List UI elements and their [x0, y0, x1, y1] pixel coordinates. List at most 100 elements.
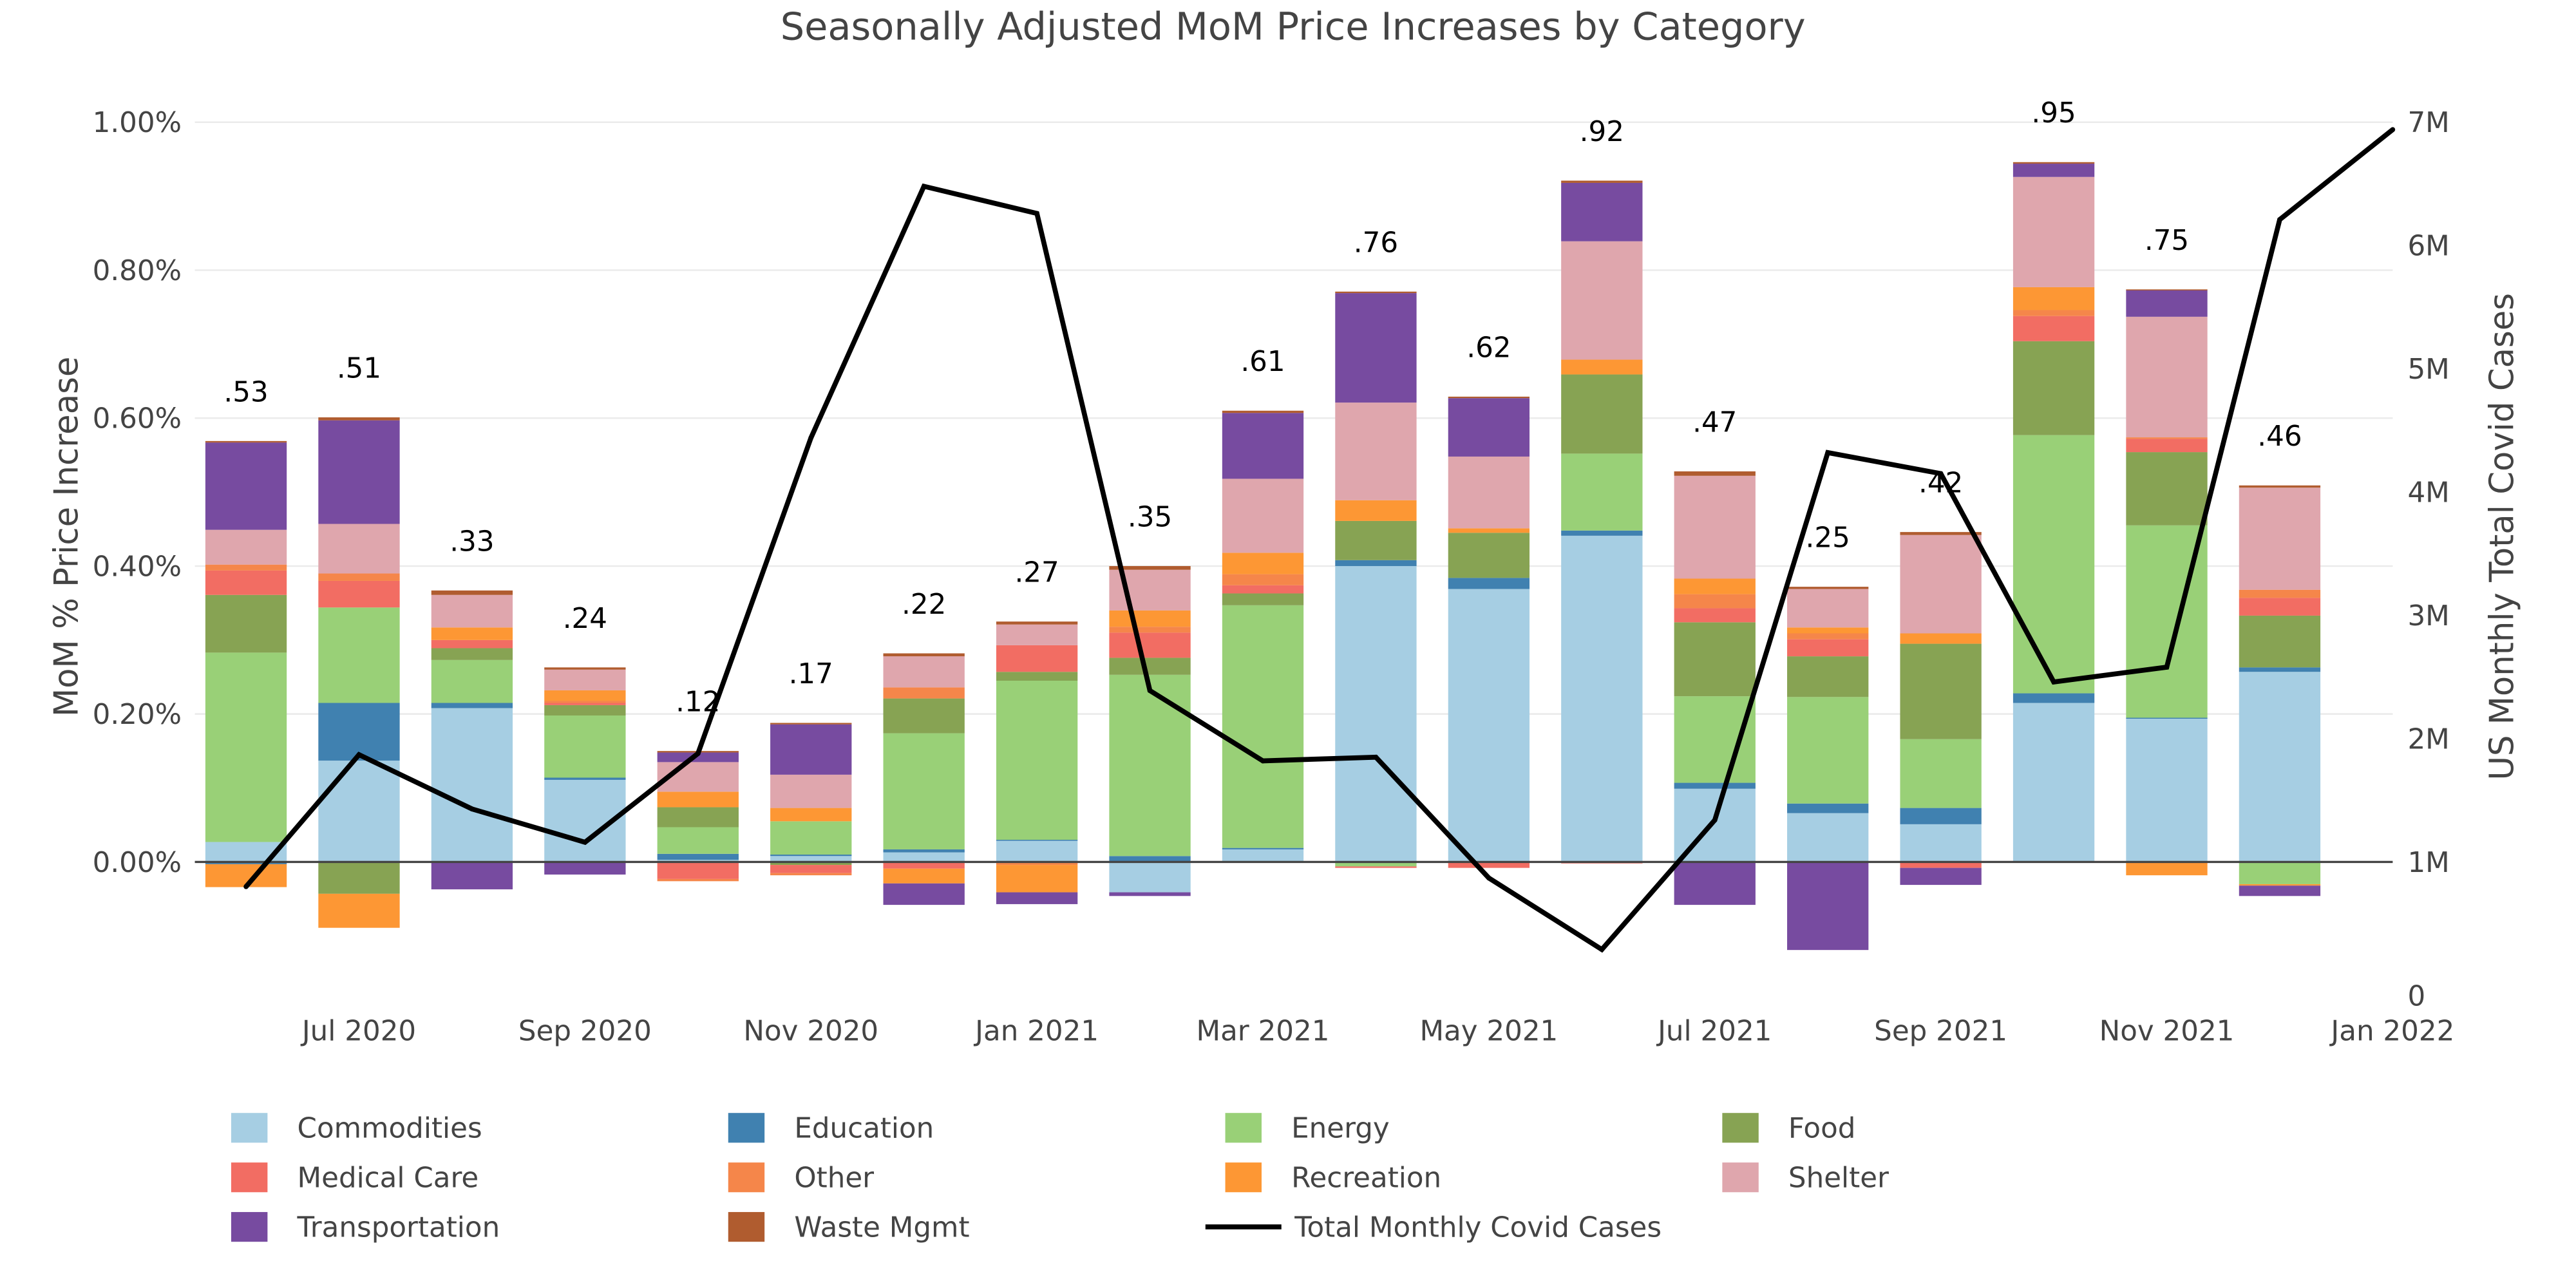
legend-item-education[interactable]: Education	[728, 1113, 934, 1145]
legend-label: Energy	[1291, 1113, 1390, 1145]
bar-total-label: .62	[1466, 332, 1511, 364]
bar-segment-energy	[883, 733, 965, 849]
bar-segment-waste-mgmt	[544, 667, 626, 670]
bar-segment-waste-mgmt	[2239, 485, 2321, 488]
bar-segment-recreation	[431, 627, 513, 640]
bar-segment-recreation	[2012, 287, 2095, 310]
bar-segment-medical-care	[1335, 866, 1417, 868]
legend-label: Shelter	[1788, 1162, 1889, 1195]
bar-segment-food	[1561, 374, 1643, 454]
bar-segment-energy	[2239, 862, 2321, 884]
bar-segment-education	[2012, 693, 2095, 703]
y-tick-label: 0.60%	[93, 403, 182, 435]
bar-segment-other	[657, 878, 739, 882]
bar-segment-waste-mgmt	[1448, 396, 1530, 399]
bar-segment-medical-care	[1900, 862, 1982, 868]
legend-item-commodities[interactable]: Commodities	[231, 1113, 482, 1145]
legend-item-other[interactable]: Other	[728, 1162, 874, 1195]
bar-segment-medical-care	[544, 703, 626, 705]
bar-segment-transportation	[2126, 290, 2208, 317]
y2-tick-label: 4M	[2407, 477, 2449, 509]
bar-segment-energy	[205, 652, 287, 842]
legend-item-energy[interactable]: Energy	[1225, 1113, 1390, 1145]
legend-item-shelter[interactable]: Shelter	[1722, 1162, 1889, 1195]
bar-segment-education	[544, 777, 626, 780]
bar-segment-shelter	[1561, 241, 1643, 360]
bar-segment-medical-care	[883, 862, 965, 869]
bar-segment-food	[205, 594, 287, 653]
covid-cases-point	[2390, 127, 2396, 133]
bar-segment-other	[1109, 627, 1191, 633]
bar-total-label: .46	[2257, 421, 2302, 453]
bar-segment-recreation	[1674, 578, 1756, 594]
legend-swatch	[1225, 1162, 1262, 1193]
y2-axis-title: US Monthly Total Covid Cases	[2483, 293, 2522, 781]
bar-segment-other	[1787, 633, 1869, 639]
bar-segment-energy	[1561, 453, 1643, 531]
bar-segment-recreation	[1900, 633, 1982, 644]
bar-segment-waste-mgmt	[2012, 162, 2095, 164]
bar-segment-commodities	[657, 860, 739, 862]
bar-segment-education	[657, 853, 739, 860]
bar-segment-transportation	[1335, 293, 1417, 403]
bar-segment-waste-mgmt	[770, 723, 852, 724]
bar-total-label: .47	[1692, 406, 1737, 439]
bar-segment-education	[1674, 782, 1756, 789]
bar-segment-education	[318, 703, 400, 761]
covid-cases-point	[1486, 875, 1492, 881]
bar-segment-recreation	[770, 808, 852, 822]
bar-segment-shelter	[205, 529, 287, 565]
legend-item-covid-cases[interactable]: Total Monthly Covid Cases	[1205, 1212, 1662, 1244]
x-tick-label: Jan 2021	[973, 1015, 1099, 1047]
bar-segment-food	[2126, 452, 2208, 526]
bar-segment-medical-care	[431, 639, 513, 649]
y-tick-label: 0.00%	[93, 847, 182, 879]
y-axis-ticks: 0.00% 0.20% 0.40% 0.60% 0.80% 1.00%	[93, 107, 182, 879]
bar-segment-transportation	[205, 442, 287, 530]
legend-item-transportation[interactable]: Transportation	[231, 1212, 500, 1244]
bar-total-label: .42	[1918, 468, 1963, 500]
bar-segment-shelter	[1900, 535, 1982, 634]
legend-item-medical-care[interactable]: Medical Care	[231, 1162, 478, 1195]
bar-segment-food	[544, 705, 626, 716]
legend-label: Total Monthly Covid Cases	[1294, 1212, 1662, 1244]
bar-segment-medical-care	[1787, 639, 1869, 657]
y2-tick-label: 5M	[2407, 354, 2449, 386]
bar-segment-commodities	[2012, 703, 2095, 862]
legend-item-recreation[interactable]: Recreation	[1225, 1162, 1442, 1195]
bar-segment-recreation	[1335, 500, 1417, 521]
bar-segment-transportation	[883, 883, 965, 905]
bar-segment-other	[2012, 310, 2095, 316]
bar-segment-medical-care	[2126, 439, 2208, 453]
bar-segment-food	[1335, 520, 1417, 560]
legend-label: Medical Care	[298, 1162, 479, 1195]
bar-segment-medical-care	[1674, 608, 1756, 623]
legend-item-food[interactable]: Food	[1722, 1113, 1855, 1145]
bar-segment-medical-care	[205, 570, 287, 595]
bar-segment-energy	[996, 681, 1078, 840]
legend-label: Waste Mgmt	[794, 1212, 969, 1244]
legend-label: Commodities	[298, 1113, 482, 1145]
bar-segment-shelter	[431, 594, 513, 628]
covid-cases-point	[2164, 665, 2170, 670]
y2-tick-label: 3M	[2407, 600, 2449, 632]
bar-segment-waste-mgmt	[1335, 291, 1417, 294]
bar-segment-education	[996, 840, 1078, 841]
bar-total-label: .95	[2031, 97, 2076, 129]
bar-segment-waste-mgmt	[2126, 289, 2208, 290]
bar-segment-education	[1222, 848, 1304, 849]
bar-segment-food	[1109, 658, 1191, 675]
bar-segment-medical-care	[2012, 316, 2095, 341]
legend-item-waste-mgmt[interactable]: Waste Mgmt	[728, 1212, 970, 1244]
bar-segment-energy	[544, 715, 626, 778]
bar-segment-medical-care	[1448, 862, 1530, 868]
bar-total-label: .75	[2145, 225, 2189, 257]
legend-swatch	[1722, 1113, 1759, 1143]
bar-segment-education	[2126, 717, 2208, 719]
bar-segment-education	[883, 849, 965, 853]
legend-swatch	[231, 1113, 268, 1143]
bar-segment-food	[2239, 615, 2321, 668]
bar-segment-medical-care	[770, 865, 852, 873]
bar-total-label: .24	[563, 603, 607, 635]
bar-segment-shelter	[883, 656, 965, 688]
